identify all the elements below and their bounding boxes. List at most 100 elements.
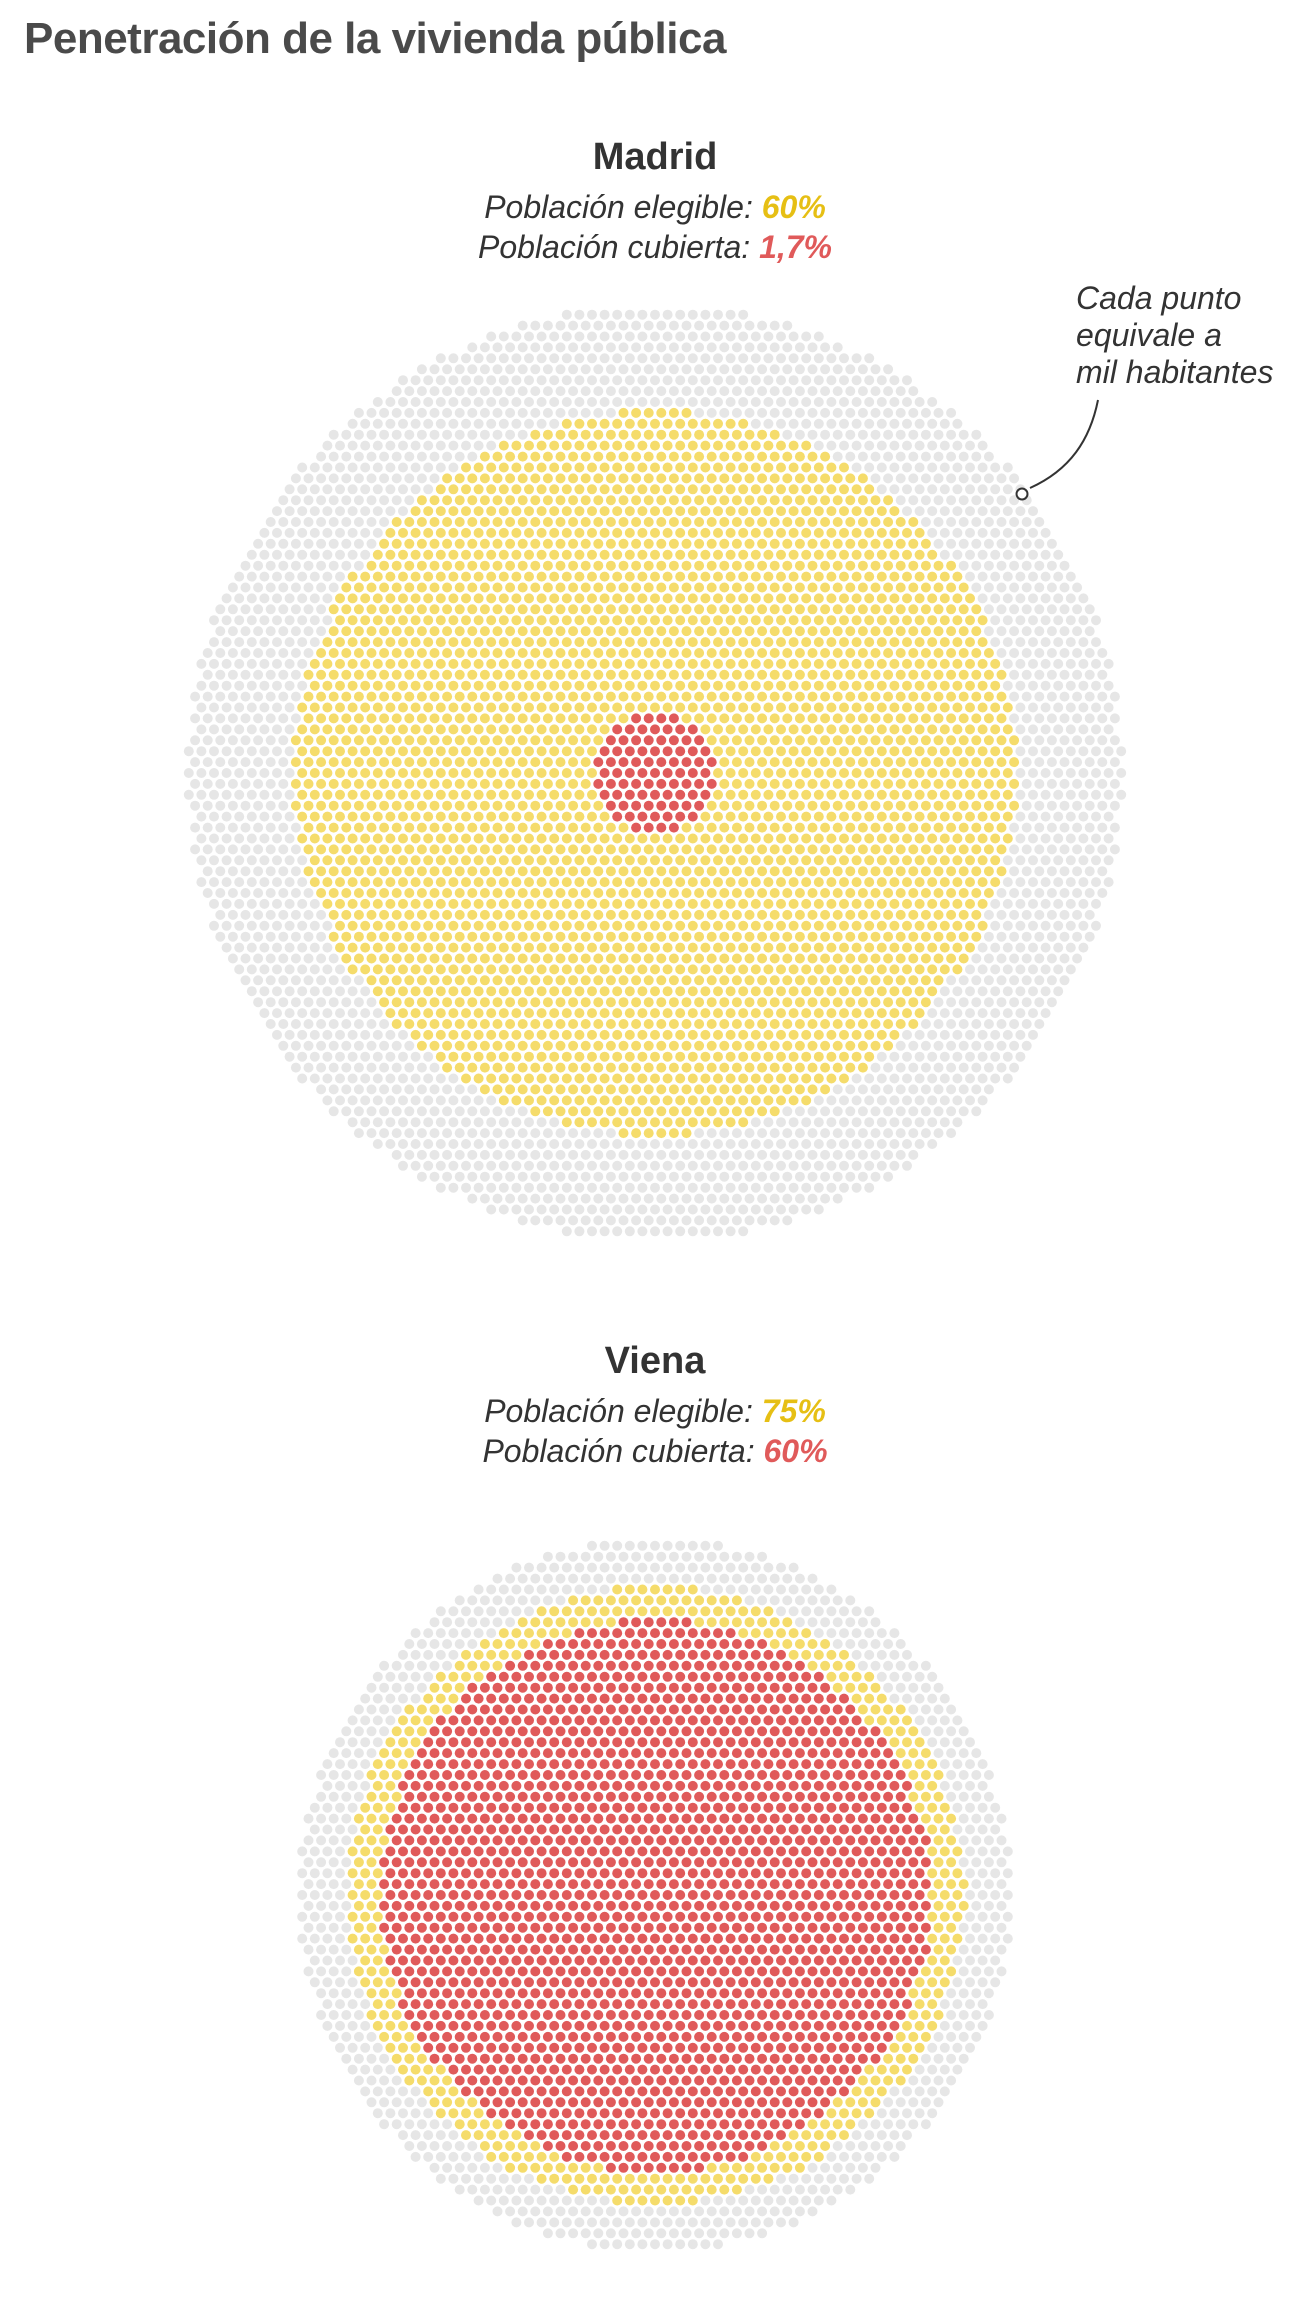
madrid-eligible-dot bbox=[845, 648, 856, 658]
madrid-population-dot bbox=[694, 1215, 705, 1226]
madrid-eligible-dot bbox=[524, 440, 534, 451]
madrid-eligible-dot bbox=[618, 429, 629, 440]
madrid-eligible-dot bbox=[398, 833, 408, 844]
madrid-population-dot bbox=[328, 451, 339, 462]
madrid-eligible-dot bbox=[379, 822, 390, 833]
madrid-population-dot bbox=[322, 484, 333, 495]
madrid-population-dot bbox=[246, 942, 257, 953]
madrid-eligible-dot bbox=[719, 1106, 730, 1117]
madrid-eligible-dot bbox=[643, 1019, 654, 1029]
madrid-eligible-dot bbox=[524, 527, 534, 538]
madrid-eligible-dot bbox=[536, 440, 547, 451]
madrid-population-dot bbox=[650, 1139, 660, 1149]
madrid-population-dot bbox=[939, 440, 950, 451]
madrid-eligible-dot bbox=[410, 1029, 421, 1040]
madrid-population-dot bbox=[467, 364, 478, 375]
madrid-eligible-dot bbox=[454, 778, 465, 789]
madrid-population-dot bbox=[599, 375, 610, 386]
madrid-eligible-dot bbox=[687, 593, 698, 604]
madrid-population-dot bbox=[379, 1106, 390, 1117]
madrid-eligible-dot bbox=[322, 789, 333, 800]
madrid-eligible-dot bbox=[656, 844, 667, 855]
madrid-population-dot bbox=[1028, 1029, 1038, 1040]
madrid-population-dot bbox=[297, 920, 308, 931]
madrid-population-dot bbox=[713, 1226, 723, 1237]
madrid-eligible-dot bbox=[725, 1051, 736, 1062]
madrid-eligible-dot bbox=[624, 1008, 635, 1019]
madrid-eligible-dot bbox=[889, 571, 900, 582]
madrid-eligible-dot bbox=[870, 844, 881, 855]
madrid-population-dot bbox=[442, 429, 453, 440]
madrid-eligible-dot bbox=[769, 1106, 780, 1117]
madrid-eligible-dot bbox=[505, 648, 516, 658]
madrid-population-dot bbox=[234, 724, 245, 735]
madrid-eligible-dot bbox=[776, 811, 786, 822]
madrid-eligible-dot bbox=[599, 571, 610, 582]
madrid-eligible-dot bbox=[876, 593, 887, 604]
madrid-eligible-dot bbox=[435, 484, 446, 495]
madrid-population-dot bbox=[498, 1160, 509, 1171]
madrid-eligible-dot bbox=[794, 517, 805, 527]
madrid-eligible-dot bbox=[851, 571, 862, 582]
madrid-population-dot bbox=[883, 1062, 894, 1073]
madrid-eligible-dot bbox=[555, 560, 566, 571]
madrid-population-dot bbox=[335, 1051, 345, 1062]
madrid-eligible-dot bbox=[643, 866, 654, 877]
madrid-population-dot bbox=[883, 429, 894, 440]
madrid-population-dot bbox=[876, 397, 887, 407]
madrid-population-dot bbox=[813, 1182, 824, 1193]
madrid-eligible-dot bbox=[832, 822, 843, 833]
madrid-population-dot bbox=[650, 1160, 660, 1171]
madrid-population-dot bbox=[1078, 942, 1089, 953]
madrid-eligible-dot bbox=[687, 1073, 698, 1084]
madrid-population-dot bbox=[996, 953, 1007, 964]
madrid-population-dot bbox=[379, 1040, 390, 1051]
madrid-eligible-dot bbox=[832, 713, 843, 724]
madrid-eligible-dot bbox=[561, 920, 572, 931]
madrid-eligible-dot bbox=[423, 920, 434, 931]
madrid-population-dot bbox=[643, 320, 654, 331]
madrid-eligible-dot bbox=[725, 637, 736, 648]
madrid-population-dot bbox=[253, 822, 264, 833]
madrid-population-dot bbox=[1034, 778, 1045, 789]
madrid-eligible-dot bbox=[820, 669, 831, 680]
madrid-eligible-dot bbox=[927, 898, 938, 909]
madrid-population-dot bbox=[448, 1182, 459, 1193]
madrid-population-dot bbox=[297, 615, 308, 626]
madrid-eligible-dot bbox=[694, 713, 705, 724]
madrid-eligible-dot bbox=[839, 1008, 849, 1019]
madrid-population-dot bbox=[757, 320, 768, 331]
madrid-eligible-dot bbox=[335, 680, 345, 691]
madrid-population-dot bbox=[1078, 833, 1089, 844]
madrid-population-dot bbox=[725, 1226, 736, 1237]
madrid-population-dot bbox=[1091, 746, 1101, 757]
madrid-eligible-dot bbox=[763, 746, 774, 757]
madrid-population-dot bbox=[215, 931, 226, 942]
madrid-population-dot bbox=[505, 407, 516, 418]
madrid-population-dot bbox=[492, 1171, 503, 1182]
madrid-population-dot bbox=[398, 1051, 408, 1062]
madrid-eligible-dot bbox=[448, 746, 459, 757]
madrid-population-dot bbox=[681, 320, 692, 331]
madrid-population-dot bbox=[643, 1193, 654, 1204]
madrid-population-dot bbox=[473, 353, 484, 364]
madrid-eligible-dot bbox=[713, 833, 723, 844]
madrid-population-dot bbox=[1053, 571, 1064, 582]
madrid-eligible-dot bbox=[618, 473, 629, 484]
madrid-eligible-dot bbox=[461, 811, 471, 822]
madrid-eligible-dot bbox=[939, 789, 950, 800]
madrid-eligible-dot bbox=[952, 964, 963, 975]
madrid-eligible-dot bbox=[889, 768, 900, 778]
madrid-eligible-dot bbox=[461, 462, 471, 473]
madrid-eligible-dot bbox=[769, 538, 780, 549]
madrid-population-dot bbox=[813, 418, 824, 429]
madrid-population-dot bbox=[429, 386, 440, 397]
madrid-eligible-dot bbox=[379, 844, 390, 855]
madrid-eligible-dot bbox=[637, 702, 648, 713]
madrid-eligible-dot bbox=[511, 1095, 522, 1106]
madrid-eligible-dot bbox=[435, 833, 446, 844]
madrid-eligible-dot bbox=[467, 866, 478, 877]
madrid-population-dot bbox=[227, 757, 238, 768]
madrid-eligible-dot bbox=[782, 735, 793, 746]
madrid-eligible-dot bbox=[832, 517, 843, 527]
